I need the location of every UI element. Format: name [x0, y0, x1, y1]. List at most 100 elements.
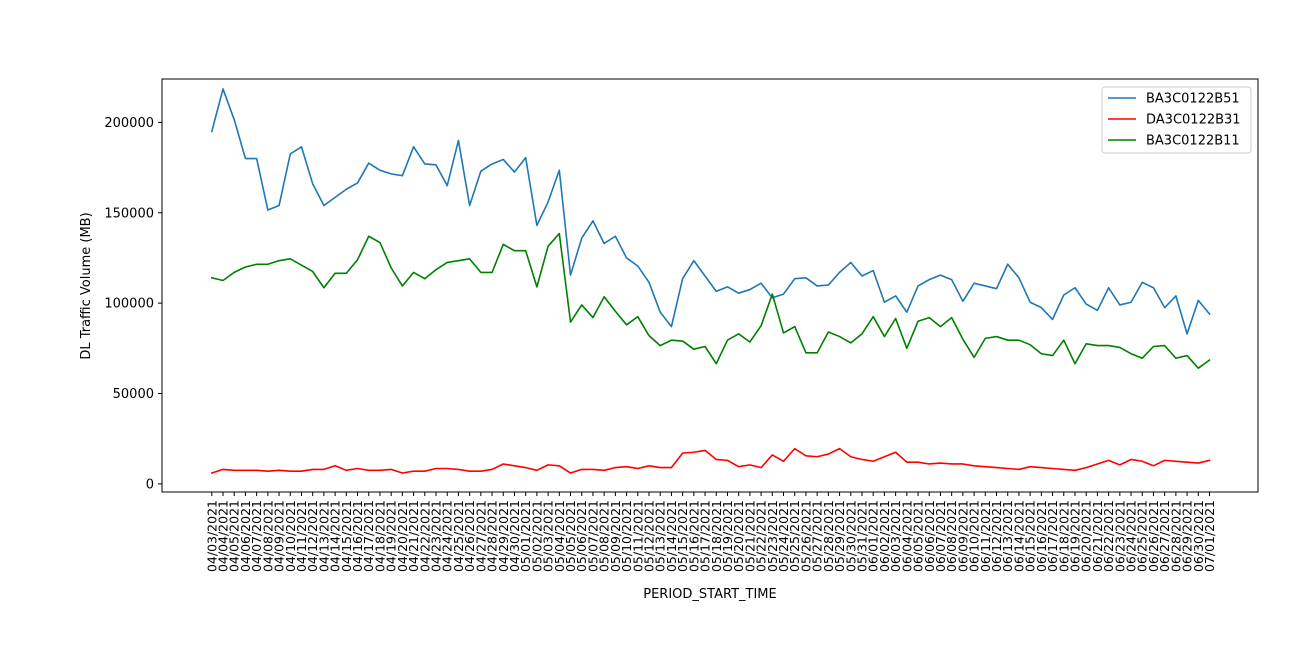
x-tick-label: 06/11/2021: [978, 500, 993, 572]
x-tick-label: 05/04/2021: [552, 500, 567, 572]
x-tick-label: 06/05/2021: [911, 500, 926, 572]
y-tick-label: 150000: [104, 206, 154, 221]
x-tick-label: 05/14/2021: [664, 500, 679, 572]
x-tick-label: 04/29/2021: [496, 500, 511, 572]
x-tick-label: 05/29/2021: [832, 500, 847, 572]
y-axis-label: DL Traffic Volume (MB): [79, 212, 94, 359]
plot-area-frame: [161, 78, 1259, 493]
x-tick-label: 05/08/2021: [597, 500, 612, 572]
x-tick-label: 06/21/2021: [1090, 500, 1105, 572]
x-tick-label: 05/02/2021: [529, 500, 544, 572]
x-tick-label: 05/12/2021: [641, 500, 656, 572]
x-tick-label: 04/07/2021: [249, 500, 264, 572]
legend-label: DA3C0122B31: [1146, 113, 1241, 128]
y-tick-label: 0: [146, 477, 154, 492]
legend: BA3C0122B51 DA3C0122B31 BA3C0122B11: [1101, 86, 1252, 154]
x-tick-label: 05/13/2021: [653, 500, 668, 572]
x-tick-label: 05/20/2021: [731, 500, 746, 572]
x-tick-label: 06/13/2021: [1000, 500, 1015, 572]
legend-label: BA3C0122B11: [1146, 134, 1240, 149]
x-tick-label: 05/26/2021: [798, 500, 813, 572]
x-tick-label: 06/30/2021: [1191, 500, 1206, 572]
x-tick-label: 06/08/2021: [944, 500, 959, 572]
x-tick-label: 04/09/2021: [272, 500, 287, 572]
y-tick-label: 200000: [104, 116, 154, 131]
x-tick-label: 05/15/2021: [675, 500, 690, 572]
x-tick-label: 05/03/2021: [541, 500, 556, 572]
x-tick-label: 06/26/2021: [1146, 500, 1161, 572]
x-tick-label: 06/23/2021: [1112, 500, 1127, 572]
x-tick-label: 04/26/2021: [462, 500, 477, 572]
x-tick-label: 05/18/2021: [709, 500, 724, 572]
x-tick-label: 06/20/2021: [1079, 500, 1094, 572]
x-tick-label: 05/07/2021: [585, 500, 600, 572]
x-tick-label: 05/24/2021: [776, 500, 791, 572]
x-axis: 04/03/202104/04/202104/05/202104/06/2021…: [204, 492, 1217, 572]
y-axis: 0 50000 100000 150000 200000: [104, 116, 162, 492]
series-line-DA3C0122B31: [210, 447, 1211, 475]
legend-box: [1101, 86, 1252, 154]
x-tick-label: 04/18/2021: [372, 500, 387, 572]
x-tick-label: 06/09/2021: [955, 500, 970, 572]
x-tick-label: 04/10/2021: [283, 500, 298, 572]
x-tick-label: 06/25/2021: [1135, 500, 1150, 572]
x-tick-label: 06/04/2021: [899, 500, 914, 572]
x-tick-label: 04/22/2021: [417, 500, 432, 572]
x-tick-label: 06/01/2021: [866, 500, 881, 572]
x-tick-label: 06/15/2021: [1023, 500, 1038, 572]
x-tick-label: 04/28/2021: [485, 500, 500, 572]
x-tick-label: 04/24/2021: [440, 500, 455, 572]
y-tick-label: 100000: [104, 297, 154, 312]
x-tick-label: 06/12/2021: [989, 500, 1004, 572]
x-tick-label: 06/06/2021: [922, 500, 937, 572]
x-tick-label: 05/11/2021: [630, 500, 645, 572]
x-tick-label: 06/27/2021: [1157, 500, 1172, 572]
y-tick-label: 50000: [113, 387, 154, 402]
x-tick-label: 05/10/2021: [619, 500, 634, 572]
x-tick-label: 04/11/2021: [294, 500, 309, 572]
x-tick-label: 04/05/2021: [227, 500, 242, 572]
x-tick-label: 04/25/2021: [451, 500, 466, 572]
series-line-BA3C0122B11: [210, 232, 1211, 369]
x-tick-label: 05/19/2021: [720, 500, 735, 572]
x-tick-label: 06/02/2021: [877, 500, 892, 572]
x-tick-label: 05/09/2021: [608, 500, 623, 572]
x-tick-label: 06/10/2021: [967, 500, 982, 572]
x-tick-label: 06/29/2021: [1180, 500, 1195, 572]
x-tick-label: 04/13/2021: [316, 500, 331, 572]
x-tick-label: 04/14/2021: [328, 500, 343, 572]
x-tick-label: 04/03/2021: [204, 500, 219, 572]
x-tick-label: 05/28/2021: [821, 500, 836, 572]
x-tick-label: 06/16/2021: [1034, 500, 1049, 572]
x-tick-label: 05/27/2021: [810, 500, 825, 572]
x-tick-label: 05/01/2021: [518, 500, 533, 572]
x-axis-label: PERIOD_START_TIME: [643, 587, 776, 602]
legend-label: BA3C0122B51: [1146, 92, 1240, 107]
x-tick-label: 04/16/2021: [350, 500, 365, 572]
x-tick-label: 06/14/2021: [1011, 500, 1026, 572]
x-tick-label: 04/17/2021: [361, 500, 376, 572]
series-lines: [210, 88, 1211, 475]
x-tick-label: 06/18/2021: [1056, 500, 1071, 572]
x-tick-label: 04/23/2021: [429, 500, 444, 572]
x-tick-label: 06/17/2021: [1045, 500, 1060, 572]
x-tick-label: 05/22/2021: [754, 500, 769, 572]
x-tick-label: 04/19/2021: [384, 500, 399, 572]
x-tick-label: 05/25/2021: [787, 500, 802, 572]
x-tick-label: 06/19/2021: [1067, 500, 1082, 572]
x-tick-label: 05/30/2021: [843, 500, 858, 572]
x-tick-label: 06/28/2021: [1168, 500, 1183, 572]
x-tick-label: 06/07/2021: [933, 500, 948, 572]
x-tick-label: 05/05/2021: [563, 500, 578, 572]
x-tick-label: 05/31/2021: [854, 500, 869, 572]
x-tick-label: 04/21/2021: [406, 500, 421, 572]
x-tick-label: 05/16/2021: [686, 500, 701, 572]
x-tick-label: 04/08/2021: [260, 500, 275, 572]
x-tick-label: 04/12/2021: [305, 500, 320, 572]
x-tick-label: 04/04/2021: [216, 500, 231, 572]
x-tick-label: 04/15/2021: [339, 500, 354, 572]
x-tick-label: 05/17/2021: [698, 500, 713, 572]
x-tick-label: 06/22/2021: [1101, 500, 1116, 572]
